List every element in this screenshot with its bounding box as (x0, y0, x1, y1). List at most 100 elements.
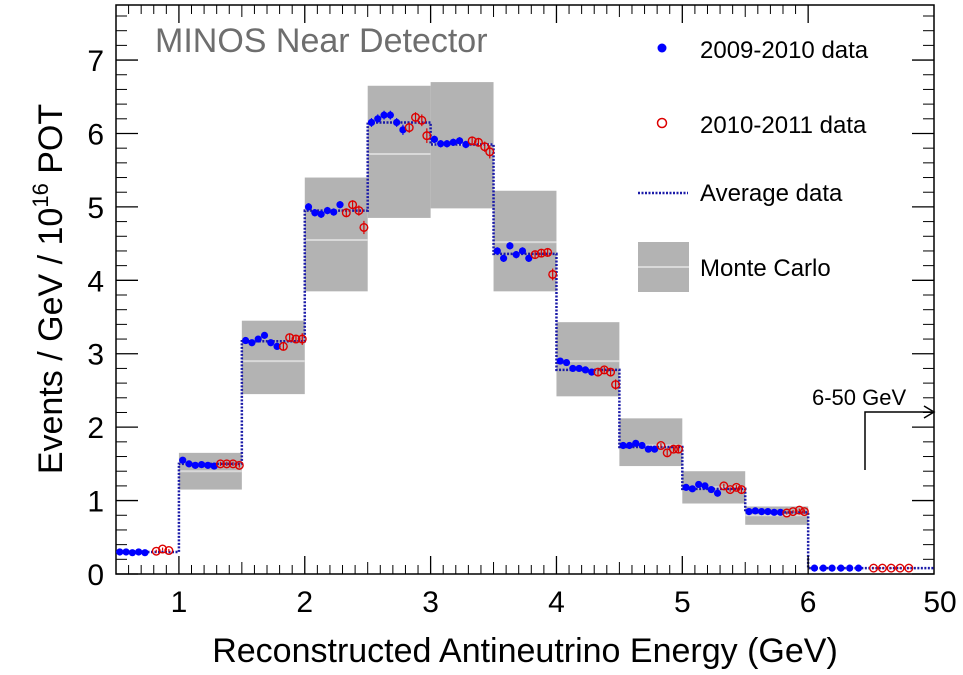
point-2009-2010-1 (122, 548, 130, 556)
point-2009-2010-35 (493, 247, 501, 255)
point-2009-2010-36 (500, 254, 508, 262)
legend-label-average: Average data (700, 180, 843, 207)
point-2010-2011-5 (228, 459, 238, 469)
point-2009-2010-52 (651, 445, 659, 453)
point-2009-2010-29 (430, 135, 438, 143)
point-2009-2010-24 (374, 115, 382, 123)
point-2009-2010-15 (267, 339, 275, 347)
y-axis-title: Events / GeV / 1016 POT (28, 104, 70, 474)
point-2009-2010-5 (179, 456, 187, 464)
point-2009-2010-20 (323, 206, 332, 215)
point-2009-2010-3 (135, 548, 143, 556)
legend-label-monte-carlo: Monte Carlo (700, 255, 831, 282)
y-tick-label-3: 3 (87, 339, 104, 372)
point-2010-2011-13 (354, 206, 364, 216)
point-2010-2011-12 (348, 200, 358, 210)
point-2010-2011-46 (895, 563, 905, 573)
legend-marker-2009-2010 (657, 43, 667, 53)
point-2010-2011-22 (485, 147, 495, 157)
point-2009-2010-8 (197, 461, 206, 469)
point-2009-2010-49 (632, 439, 640, 447)
y-tick-label-4: 4 (87, 265, 104, 298)
data-series-layer (116, 110, 914, 573)
point-2010-2011-7 (278, 341, 288, 351)
point-2009-2010-62 (764, 507, 772, 516)
point-2009-2010-34 (462, 140, 470, 149)
point-2010-2011-40 (788, 507, 798, 517)
point-2009-2010-25 (380, 111, 388, 119)
point-2009-2010-23 (367, 118, 376, 127)
point-2010-2011-21 (480, 142, 490, 152)
point-2009-2010-9 (204, 461, 212, 469)
monte-carlo-layer (178, 82, 809, 525)
legend: 2009-2010 data 2010-2011 data Average da… (638, 37, 869, 292)
point-2010-2011-47 (904, 563, 914, 573)
mc-band-3 (367, 85, 431, 218)
x-tick-label-3: 4 (548, 586, 565, 619)
point-2009-2010-19 (317, 210, 325, 218)
point-2009-2010-44 (575, 364, 583, 373)
point-2009-2010-21 (330, 208, 338, 216)
y-tick-label-6: 6 (87, 118, 104, 151)
chart-title: MINOS Near Detector (155, 22, 488, 60)
point-2010-2011-15 (404, 123, 414, 133)
point-2010-2011-3 (215, 459, 225, 469)
point-2009-2010-43 (569, 364, 577, 373)
point-2010-2011-41 (794, 505, 804, 515)
x-tick-label-1: 2 (296, 586, 313, 619)
x-tick-label-overflow: 50 (923, 586, 956, 619)
point-2009-2010-57 (707, 485, 715, 494)
y-axis-title-main: Events / GeV / 10 (32, 208, 70, 474)
point-2009-2010-4 (141, 549, 149, 557)
y-axis-title-exponent: 16 (28, 183, 53, 207)
legend-marker-2010-2011 (656, 117, 668, 129)
point-2009-2010-64 (776, 508, 785, 516)
point-2010-2011-14 (359, 222, 369, 232)
point-2009-2010-16 (273, 342, 281, 350)
overflow-annotation: 6-50 GeV (812, 385, 936, 470)
point-2009-2010-7 (191, 461, 199, 469)
point-2010-2011-19 (467, 136, 477, 146)
point-2009-2010-45 (581, 366, 590, 374)
overflow-bracket-line (864, 411, 932, 470)
point-2009-2010-42 (562, 358, 571, 367)
x-tick-label-5: 6 (800, 586, 817, 619)
y-axis-title-tail: POT (32, 104, 70, 183)
point-2010-2011-43 (869, 563, 879, 573)
point-2009-2010-39 (518, 247, 527, 255)
point-2009-2010-27 (393, 118, 401, 127)
point-2010-2011-42 (799, 507, 809, 517)
point-2009-2010-51 (644, 445, 652, 453)
point-2009-2010-31 (443, 140, 451, 148)
mc-band-1 (241, 320, 305, 395)
point-2009-2010-38 (512, 251, 520, 259)
point-2009-2010-65 (810, 564, 819, 572)
point-2010-2011-31 (656, 441, 666, 451)
x-axis-title: Reconstructed Antineutrino Energy (GeV) (212, 632, 838, 670)
point-2009-2010-10 (210, 462, 218, 470)
y-tick-label-1: 1 (87, 486, 104, 519)
overflow-annotation-label: 6-50 GeV (812, 385, 906, 410)
point-2010-2011-37 (731, 482, 741, 492)
point-2010-2011-18 (422, 131, 432, 141)
point-2009-2010-2 (128, 549, 136, 557)
point-2009-2010-46 (588, 368, 596, 376)
point-2009-2010-48 (625, 441, 634, 450)
point-2009-2010-53 (682, 483, 690, 491)
average-data-layer (116, 121, 934, 570)
point-2010-2011-29 (606, 367, 616, 377)
point-2009-2010-11 (242, 336, 250, 345)
point-2009-2010-47 (619, 441, 627, 450)
point-2009-2010-41 (556, 357, 564, 365)
point-2010-2011-6 (234, 460, 244, 470)
point-2009-2010-56 (701, 482, 709, 490)
point-2010-2011-17 (417, 115, 427, 125)
overflow-arrow-head (923, 405, 936, 419)
point-2009-2010-66 (819, 564, 827, 572)
point-2009-2010-13 (254, 335, 262, 343)
point-2010-2011-23 (530, 250, 540, 260)
point-2010-2011-24 (536, 248, 546, 258)
point-2010-2011-8 (285, 333, 295, 343)
point-2009-2010-22 (336, 201, 344, 209)
